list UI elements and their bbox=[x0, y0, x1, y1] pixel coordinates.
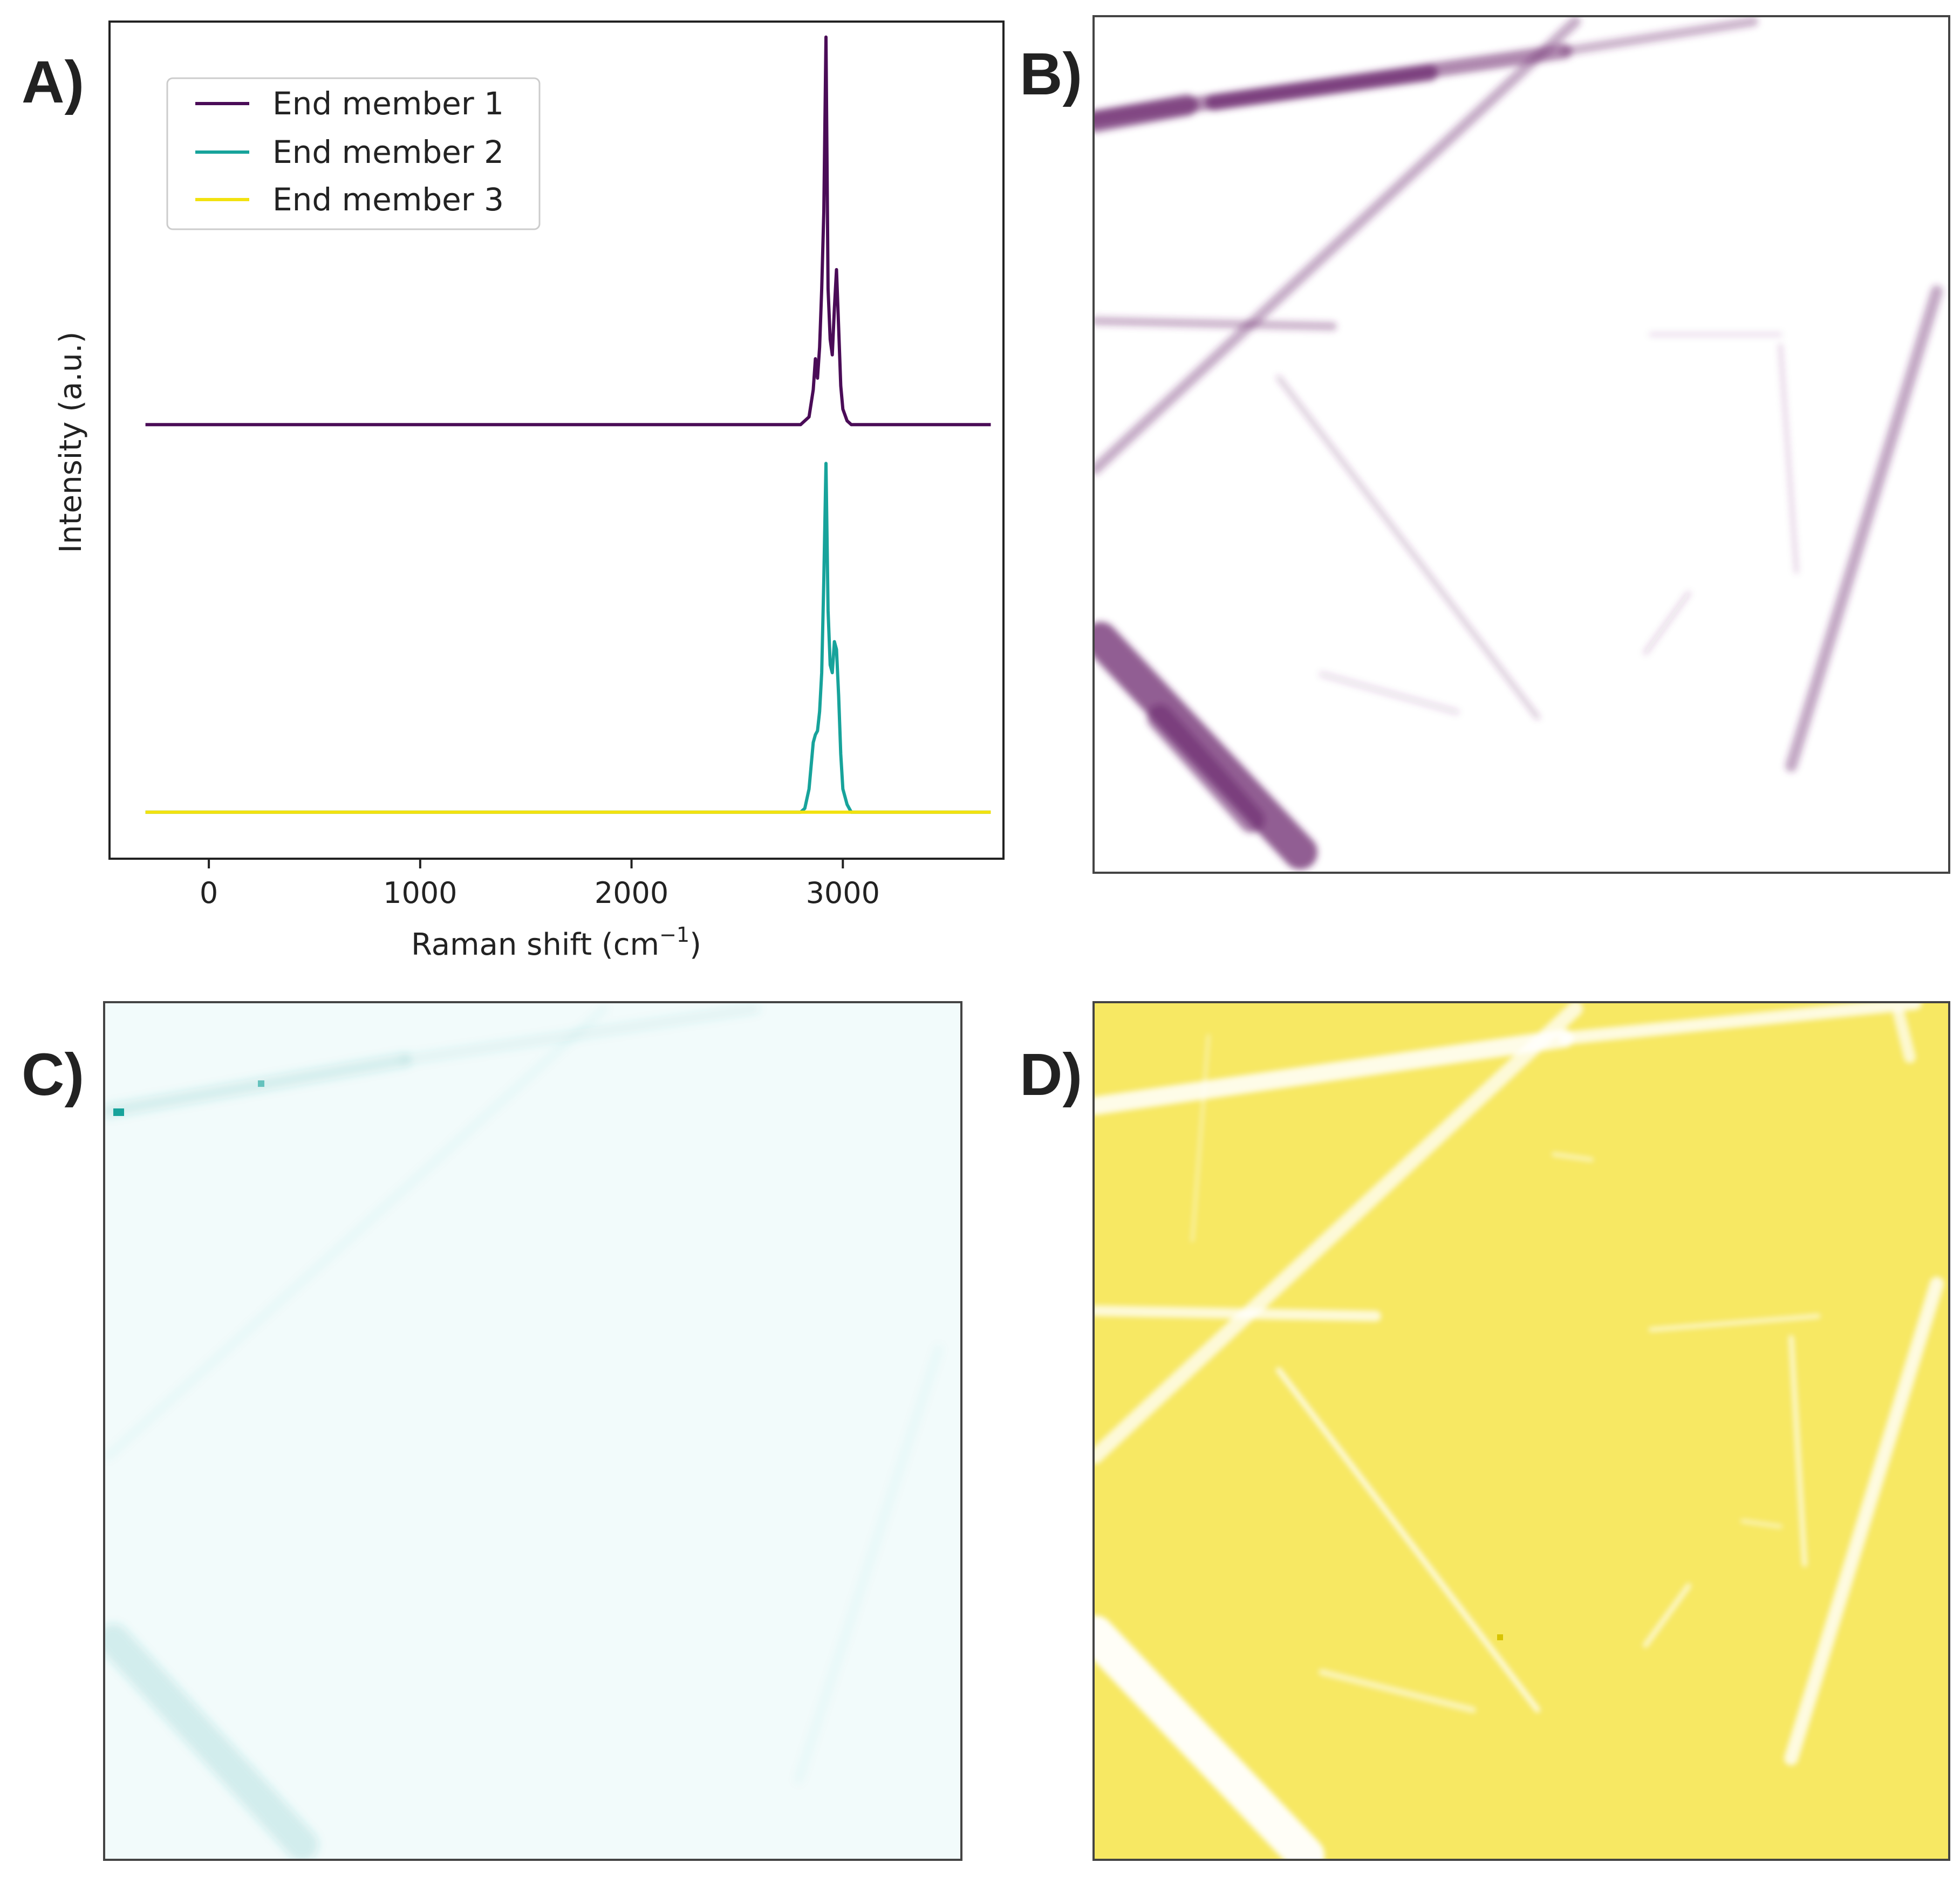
panel-label-d: D) bbox=[1020, 1042, 1082, 1108]
map-d-fiber bbox=[1643, 1583, 1691, 1648]
map-b-fiber bbox=[1643, 591, 1691, 655]
map-b-fibers bbox=[1094, 16, 1943, 869]
map-d-fiber bbox=[1094, 1002, 1583, 1464]
panel-label-b: B) bbox=[1020, 41, 1082, 107]
map-c-fiber bbox=[104, 1053, 412, 1118]
map-c-fibers bbox=[104, 1004, 943, 1860]
map-b-fiber bbox=[1778, 343, 1799, 574]
x-tick-label: 2000 bbox=[595, 876, 668, 910]
map-c-fiber bbox=[104, 1005, 608, 1460]
map-d-fiber bbox=[1276, 1367, 1540, 1713]
map-b-end-member-1 bbox=[1092, 15, 1950, 874]
map-c-hotspot-2 bbox=[258, 1080, 264, 1087]
map-b-fiber bbox=[1319, 672, 1459, 715]
spectra-chart: 0 1000 2000 3000 Raman shift (cm−1) Intensi… bbox=[53, 20, 1005, 962]
x-tick-label: 3000 bbox=[806, 876, 880, 910]
map-d-fiber bbox=[1094, 1305, 1381, 1321]
map-d-fiber bbox=[1648, 1313, 1821, 1332]
spectra-series-group bbox=[145, 35, 991, 814]
map-c-end-member-2 bbox=[103, 1001, 962, 1861]
legend-label-end-member-3: End member 3 bbox=[272, 181, 504, 218]
map-b-fiber bbox=[1094, 16, 1581, 475]
series-line-end-member-2 bbox=[145, 462, 991, 814]
panel-label-a: A) bbox=[22, 49, 84, 115]
map-d-fiber bbox=[1319, 1669, 1476, 1713]
map-d-fiber bbox=[1558, 1002, 1922, 1045]
map-d-hotspot bbox=[1497, 1634, 1503, 1640]
series-line-end-member-1 bbox=[145, 35, 991, 427]
map-c-background bbox=[104, 1002, 961, 1860]
legend: End member 1 End member 2 End member 3 bbox=[166, 77, 541, 230]
panel-label-c: C) bbox=[22, 1042, 84, 1108]
map-d-fiber bbox=[1893, 1008, 1916, 1063]
map-d-fiber bbox=[1191, 1034, 1210, 1242]
x-axis-ticks: 0 1000 2000 3000 bbox=[200, 859, 880, 910]
map-d-fibers bbox=[1094, 1002, 1944, 1860]
x-axis-label: Raman shift (cm−1) bbox=[411, 923, 701, 962]
map-b-fiber bbox=[1094, 317, 1337, 331]
y-axis-label: Intensity (a.u.) bbox=[53, 332, 88, 553]
map-c-frame bbox=[103, 1001, 962, 1861]
legend-label-end-member-1: End member 1 bbox=[272, 85, 504, 122]
map-c-hotspot bbox=[113, 1108, 124, 1116]
map-b-frame bbox=[1092, 15, 1950, 874]
map-b-fiber bbox=[1094, 94, 1198, 132]
map-b-fiber bbox=[1785, 285, 1943, 772]
map-d-fiber bbox=[1552, 1152, 1594, 1162]
map-d-fiber bbox=[1094, 1615, 1324, 1860]
legend-label-end-member-2: End member 2 bbox=[272, 134, 504, 170]
map-d-fiber bbox=[1788, 1335, 1807, 1567]
map-b-fiber bbox=[1206, 65, 1438, 111]
spectra-frame bbox=[108, 20, 1005, 860]
map-d-background bbox=[1094, 1002, 1949, 1860]
x-tick-label: 0 bbox=[200, 876, 218, 910]
map-d-fiber bbox=[1740, 1519, 1783, 1529]
map-d-frame bbox=[1092, 1001, 1950, 1861]
map-d-fiber bbox=[1784, 1277, 1944, 1765]
map-d-end-member-3 bbox=[1092, 1001, 1950, 1861]
map-c-fiber bbox=[795, 1345, 943, 1784]
map-b-fiber bbox=[1147, 704, 1265, 833]
x-tick-label: 1000 bbox=[383, 876, 457, 910]
map-c-fiber bbox=[104, 1624, 318, 1860]
map-b-fiber bbox=[1560, 17, 1758, 56]
map-b-fiber bbox=[1276, 375, 1540, 720]
map-d-fiber bbox=[1094, 1029, 1574, 1115]
legend-box bbox=[166, 77, 541, 230]
